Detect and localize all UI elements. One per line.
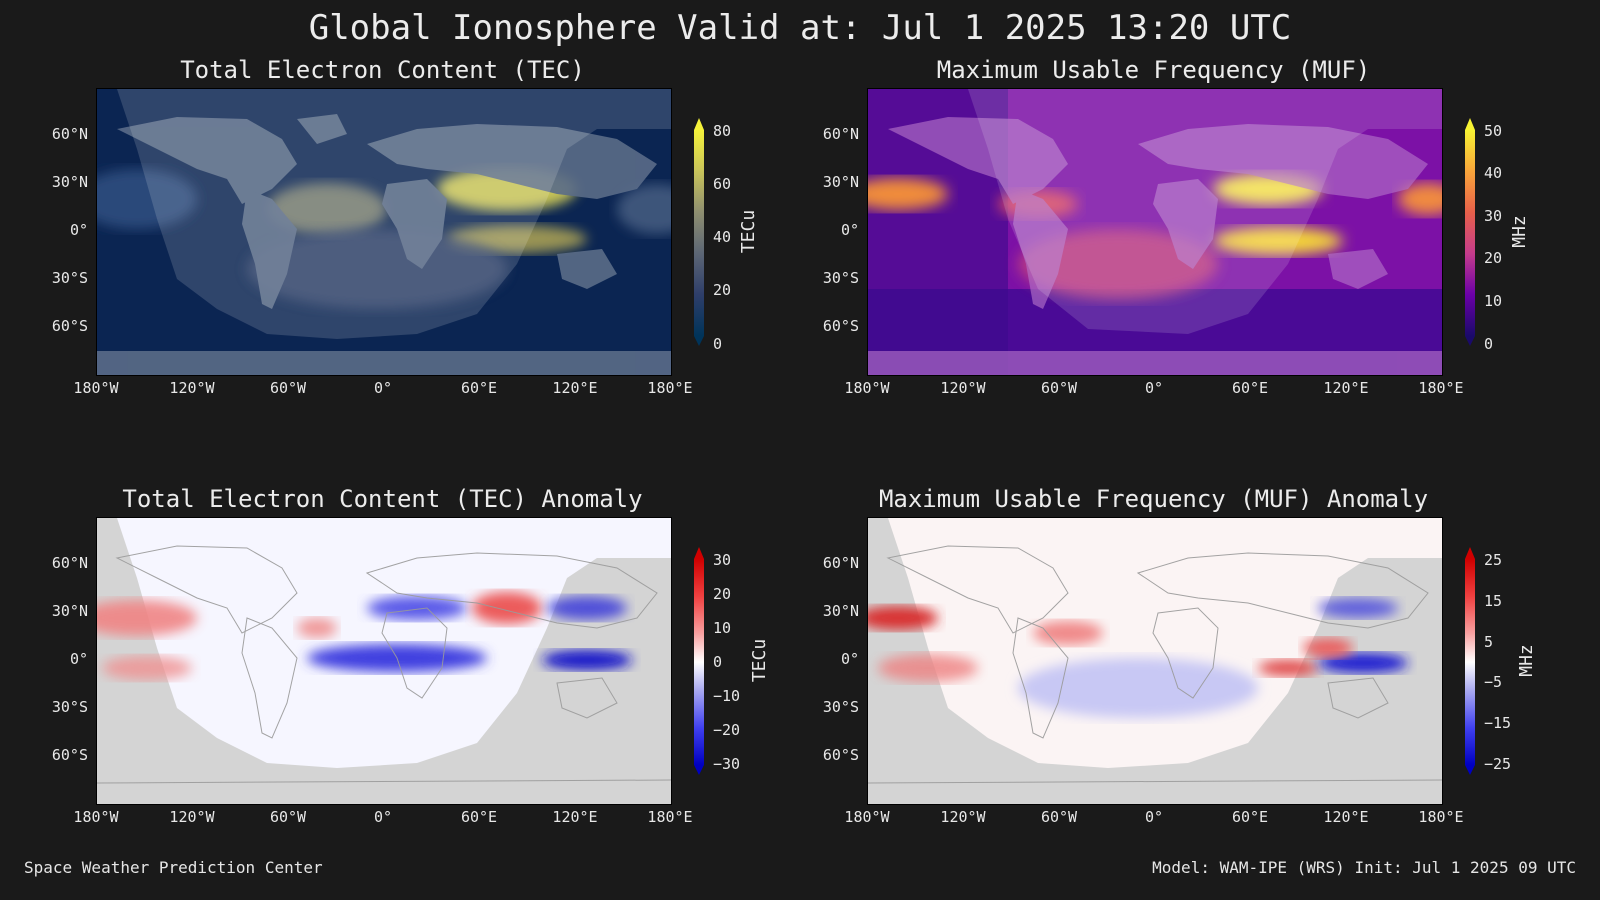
- tec-colorbar-tick: 20: [713, 281, 732, 299]
- lat-tick: 60°N: [822, 554, 859, 572]
- lat-tick: 30°S: [51, 269, 88, 287]
- lon-tick: 180°W: [73, 379, 119, 397]
- muf-colorbar-tick: 20: [1484, 249, 1503, 267]
- footer-source: Space Weather Prediction Center: [24, 858, 323, 877]
- tec-anomaly-colorbar-tick: 30: [713, 551, 732, 569]
- lat-tick: 60°N: [51, 554, 88, 572]
- lon-tick: 180°W: [73, 808, 119, 826]
- tec-colorbar-tick: 0: [713, 335, 723, 353]
- lat-tick: 0°: [840, 650, 859, 668]
- lon-tick: 120°E: [552, 808, 598, 826]
- lat-tick: 60°S: [51, 317, 88, 335]
- muf-panel-title: Maximum Usable Frequency (MUF): [936, 56, 1371, 84]
- tec-anomaly-colorbar-tick: 20: [713, 585, 732, 603]
- lon-tick: 120°E: [1323, 379, 1369, 397]
- lat-tick: 0°: [69, 650, 88, 668]
- lon-tick: 0°: [1144, 808, 1164, 826]
- lon-tick: 60°E: [1231, 808, 1269, 826]
- muf-colorbar-tick: 0: [1484, 335, 1494, 353]
- footer-model-info: Model: WAM-IPE (WRS) Init: Jul 1 2025 09…: [1152, 858, 1576, 877]
- tec-colorbar-tick: 60: [713, 175, 732, 193]
- coastlines: [97, 545, 671, 784]
- lon-tick: 0°: [373, 379, 393, 397]
- lon-tick: 120°E: [552, 379, 598, 397]
- muf-colorbar-tick: 50: [1484, 122, 1503, 140]
- lon-tick: 60°W: [269, 379, 307, 397]
- lon-tick: 0°: [373, 808, 393, 826]
- muf-colorbar-tick: 40: [1484, 164, 1503, 182]
- lon-tick: 60°W: [1040, 808, 1078, 826]
- coastlines: [868, 545, 1442, 784]
- tec-anomaly-colorbar-tick: 10: [713, 619, 732, 637]
- muf-colorbar-ramp: [1465, 118, 1475, 346]
- page-title: Global Ionosphere Valid at: Jul 1 2025 1…: [308, 8, 1292, 48]
- lon-tick: 120°W: [940, 379, 986, 397]
- lon-tick: 60°W: [269, 808, 307, 826]
- lat-tick: 60°N: [51, 125, 88, 143]
- muf-anomaly-colorbar-tick: −25: [1484, 755, 1512, 773]
- tec-colorbar-title: TECu: [738, 209, 760, 254]
- lat-tick: 30°N: [51, 602, 88, 620]
- lat-tick: 30°S: [822, 698, 859, 716]
- tec-map: [96, 88, 672, 376]
- muf-colorbar-tick: 30: [1484, 207, 1503, 225]
- muf-anomaly-colorbar-tick: −5: [1484, 673, 1503, 691]
- lon-tick: 180°E: [1418, 808, 1464, 826]
- muf-colorbar-tick: 10: [1484, 292, 1503, 310]
- tec-anomaly-colorbar-tick: −10: [713, 687, 741, 705]
- muf-anomaly-colorbar-title: MHz: [1515, 644, 1537, 677]
- lat-tick: 60°S: [51, 746, 88, 764]
- muf-colorbar-title: MHz: [1508, 215, 1530, 248]
- muf-anomaly-colorbar-tick: 25: [1484, 551, 1503, 569]
- lon-tick: 180°W: [844, 808, 890, 826]
- muf-anomaly-colorbar-tick: 5: [1484, 633, 1494, 651]
- tec-anomaly-panel-title: Total Electron Content (TEC) Anomaly: [122, 485, 643, 513]
- lon-tick: 180°E: [647, 808, 693, 826]
- lon-tick: 120°W: [169, 379, 215, 397]
- muf-anomaly-map: [867, 517, 1443, 805]
- lon-tick: 60°E: [460, 379, 498, 397]
- tec-panel-title: Total Electron Content (TEC): [180, 56, 585, 84]
- lon-tick: 120°W: [940, 808, 986, 826]
- tec-anomaly-colorbar-ramp: [694, 547, 704, 775]
- lon-tick: 180°W: [844, 379, 890, 397]
- tec-colorbar-tick: 40: [713, 228, 732, 246]
- muf-anomaly-colorbar-tick: −15: [1484, 714, 1512, 732]
- lat-tick: 30°S: [822, 269, 859, 287]
- muf-anomaly-panel-title: Maximum Usable Frequency (MUF) Anomaly: [878, 485, 1429, 513]
- lon-tick: 60°E: [1231, 379, 1269, 397]
- tec-anomaly-map: [96, 517, 672, 805]
- tec-colorbar-ramp: [694, 118, 704, 346]
- lat-tick: 60°S: [822, 746, 859, 764]
- lat-tick: 30°N: [822, 173, 859, 191]
- lon-tick: 120°W: [169, 808, 215, 826]
- lon-tick: 60°W: [1040, 379, 1078, 397]
- lat-tick: 0°: [840, 221, 859, 239]
- lat-tick: 30°N: [822, 602, 859, 620]
- tec-colorbar-tick: 80: [713, 122, 732, 140]
- lon-tick: 60°E: [460, 808, 498, 826]
- lat-tick: 30°N: [51, 173, 88, 191]
- tec-anomaly-colorbar-tick: 0: [713, 653, 723, 671]
- muf-anomaly-colorbar-ramp: [1465, 547, 1475, 775]
- tec-anomaly-colorbar-title: TECu: [749, 638, 771, 683]
- lon-tick: 120°E: [1323, 808, 1369, 826]
- lat-tick: 30°S: [51, 698, 88, 716]
- lat-tick: 60°N: [822, 125, 859, 143]
- tec-anomaly-colorbar-tick: −30: [713, 755, 741, 773]
- lon-tick: 180°E: [1418, 379, 1464, 397]
- muf-map: [867, 88, 1443, 376]
- lon-tick: 0°: [1144, 379, 1164, 397]
- lon-tick: 180°E: [647, 379, 693, 397]
- land-masses: [868, 117, 1442, 375]
- lat-tick: 0°: [69, 221, 88, 239]
- land-masses: [97, 114, 671, 375]
- muf-anomaly-colorbar-tick: 15: [1484, 592, 1503, 610]
- lat-tick: 60°S: [822, 317, 859, 335]
- tec-anomaly-colorbar-tick: −20: [713, 721, 741, 739]
